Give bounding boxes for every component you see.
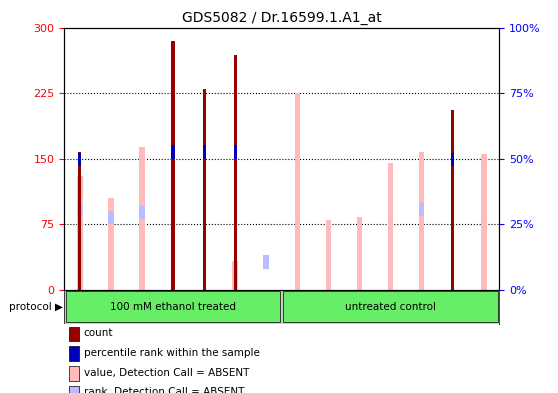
Bar	[451, 110, 454, 290]
Text: GSM1176788: GSM1176788	[448, 295, 457, 356]
Text: untreated control: untreated control	[345, 301, 436, 312]
Text: 100 mM ethanol treated: 100 mM ethanol treated	[110, 301, 236, 312]
Text: rank, Detection Call = ABSENT: rank, Detection Call = ABSENT	[84, 387, 244, 393]
Text: GSM1176779: GSM1176779	[75, 295, 84, 356]
Text: GSM1176778: GSM1176778	[293, 295, 302, 356]
Bar	[451, 153, 454, 166]
Text: GSM1176790: GSM1176790	[479, 295, 488, 356]
Text: GSM1176780: GSM1176780	[324, 295, 333, 356]
Bar	[69, 386, 79, 393]
Bar	[481, 154, 487, 290]
Bar	[108, 198, 114, 290]
Text: GSM1176781: GSM1176781	[107, 295, 116, 356]
Bar	[283, 291, 498, 322]
Bar	[263, 255, 269, 268]
Bar	[234, 55, 237, 290]
Text: GSM1176785: GSM1176785	[169, 295, 177, 356]
Bar	[139, 147, 145, 290]
Text: protocol ▶: protocol ▶	[8, 301, 62, 312]
Text: percentile rank within the sample: percentile rank within the sample	[84, 348, 259, 358]
Bar	[326, 220, 331, 290]
Text: GSM1176789: GSM1176789	[230, 295, 239, 356]
Bar	[357, 217, 362, 290]
Bar	[232, 261, 238, 290]
Bar	[69, 347, 79, 361]
Bar	[171, 40, 175, 290]
Bar	[419, 203, 425, 216]
Bar	[295, 93, 300, 290]
Text: GSM1176791: GSM1176791	[262, 295, 271, 356]
Bar	[388, 163, 393, 290]
Bar	[66, 291, 280, 322]
Bar	[171, 145, 175, 158]
Bar	[69, 366, 79, 380]
Bar	[203, 145, 205, 158]
Bar	[78, 152, 81, 290]
Bar	[108, 211, 114, 224]
Bar	[203, 89, 205, 290]
Text: GSM1176784: GSM1176784	[386, 295, 395, 355]
Bar	[77, 203, 83, 216]
Bar	[78, 153, 81, 166]
Bar	[77, 176, 83, 290]
Text: count: count	[84, 329, 113, 338]
Bar	[69, 327, 79, 341]
Bar	[139, 206, 145, 219]
Text: GSM1176787: GSM1176787	[200, 295, 209, 356]
Bar	[419, 152, 425, 290]
Text: value, Detection Call = ABSENT: value, Detection Call = ABSENT	[84, 368, 249, 378]
Title: GDS5082 / Dr.16599.1.A1_at: GDS5082 / Dr.16599.1.A1_at	[182, 11, 382, 25]
Text: GSM1176783: GSM1176783	[137, 295, 146, 356]
Bar	[234, 145, 237, 158]
Text: GSM1176782: GSM1176782	[355, 295, 364, 355]
Text: GSM1176786: GSM1176786	[417, 295, 426, 356]
